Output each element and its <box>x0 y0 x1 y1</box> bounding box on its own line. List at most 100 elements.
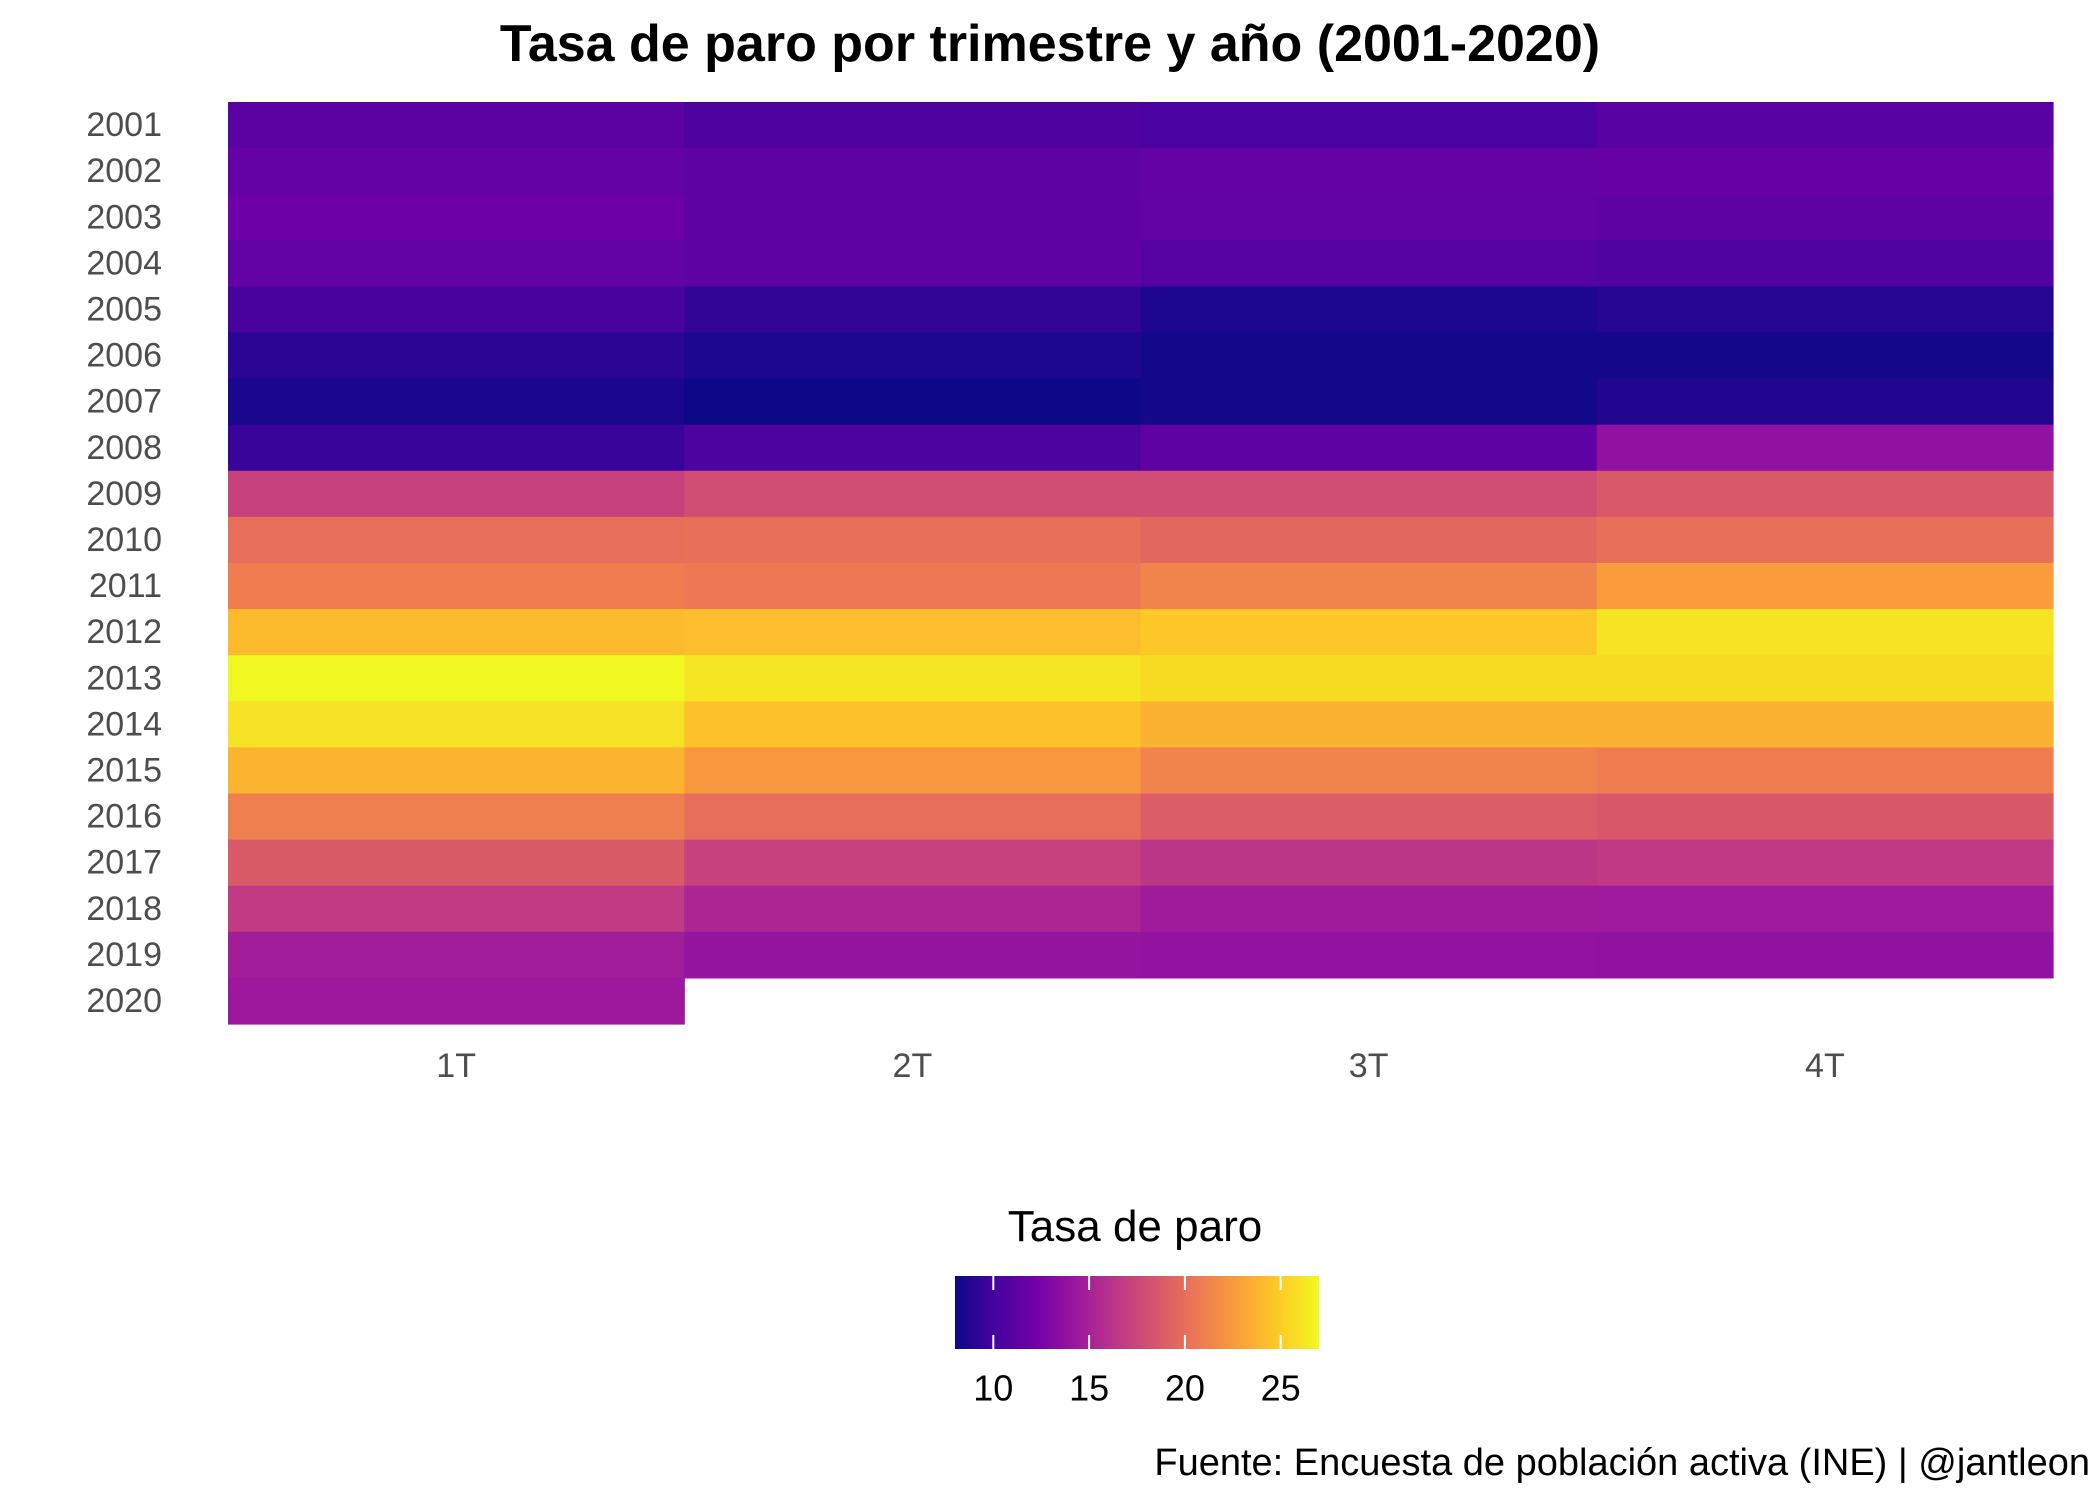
heatmap-cell-2015-3T <box>1140 747 1598 795</box>
x-tick-label: 1T <box>436 1047 476 1085</box>
heatmap-cell-2018-4T <box>1596 885 2054 933</box>
y-tick-label: 2011 <box>89 567 162 605</box>
heatmap-cell-2011-2T <box>684 563 1142 610</box>
heatmap-cell-2002-1T <box>228 148 685 195</box>
heatmap-cell-2001-2T <box>684 102 1142 149</box>
heatmap-cell-2007-3T <box>1140 378 1598 426</box>
y-tick-label: 2009 <box>86 475 162 513</box>
heatmap-cell-2002-4T <box>1596 148 2054 195</box>
heatmap-cell-2005-2T <box>684 286 1142 334</box>
y-tick-label: 2016 <box>86 798 162 836</box>
heatmap-cell-2017-2T <box>684 839 1142 887</box>
heatmap-cell-2005-3T <box>1140 286 1598 334</box>
colorbar-tick-label: 15 <box>1069 1368 1109 1409</box>
heatmap-cell-2004-3T <box>1140 240 1598 287</box>
heatmap-cell-2013-4T <box>1596 655 2054 702</box>
y-tick-label: 2015 <box>86 751 162 789</box>
heatmap-cell-2011-1T <box>228 563 685 610</box>
y-tick-label: 2019 <box>86 936 162 974</box>
heatmap-cell-2007-4T <box>1596 378 2054 426</box>
heatmap-cell-2018-2T <box>684 885 1142 933</box>
heatmap-cell-2016-3T <box>1140 793 1598 841</box>
y-tick-label: 2014 <box>86 705 162 743</box>
x-tick-label: 4T <box>1805 1047 1845 1085</box>
y-tick-label: 2004 <box>86 244 162 282</box>
heatmap-cell-2015-1T <box>228 747 685 795</box>
colorbar-tick-label: 25 <box>1261 1368 1301 1409</box>
y-tick-label: 2010 <box>86 521 162 559</box>
heatmap-cell-2011-4T <box>1596 563 2054 610</box>
heatmap-cell-2009-2T <box>684 470 1142 518</box>
heatmap-cell-2006-3T <box>1140 332 1598 380</box>
y-tick-label: 2008 <box>86 429 162 467</box>
y-tick-label: 2002 <box>86 152 162 190</box>
heatmap-cell-2005-4T <box>1596 286 2054 334</box>
heatmap-cell-2020-1T <box>228 977 685 1025</box>
heatmap-cell-2010-3T <box>1140 516 1598 564</box>
heatmap-cell-2001-3T <box>1140 102 1598 149</box>
heatmap-cell-2008-1T <box>228 424 685 472</box>
heatmap-cell-2019-3T <box>1140 931 1598 979</box>
heatmap-cell-2009-3T <box>1140 470 1598 518</box>
y-tick-label: 2018 <box>86 890 162 928</box>
heatmap-cell-2012-1T <box>228 609 685 656</box>
y-tick-label: 2012 <box>86 613 162 651</box>
heatmap-cell-2012-3T <box>1140 609 1598 656</box>
heatmap-cell-2019-2T <box>684 931 1142 979</box>
heatmap-cell-2018-1T <box>228 885 685 933</box>
heatmap-cell-2010-4T <box>1596 516 2054 564</box>
x-tick-label: 3T <box>1349 1047 1389 1085</box>
heatmap-cell-2016-4T <box>1596 793 2054 841</box>
source-caption: Fuente: Encuesta de población activa (IN… <box>1154 1442 2090 1484</box>
y-tick-label: 2007 <box>86 383 162 421</box>
y-tick-label: 2005 <box>86 290 162 328</box>
heatmap-cell-2003-4T <box>1596 194 2054 241</box>
heatmap-cell-2017-4T <box>1596 839 2054 887</box>
heatmap-cell-2003-3T <box>1140 194 1598 241</box>
heatmap-cell-2008-4T <box>1596 424 2054 472</box>
heatmap-cell-2015-4T <box>1596 747 2054 795</box>
heatmap-cell-2001-1T <box>228 102 685 149</box>
heatmap-cell-2013-2T <box>684 655 1142 702</box>
heatmap-cell-2016-1T <box>228 793 685 841</box>
heatmap-cell-2008-2T <box>684 424 1142 472</box>
heatmap-cell-2014-1T <box>228 701 685 748</box>
heatmap-cell-2014-4T <box>1596 701 2054 748</box>
heatmap-cell-2004-2T <box>684 240 1142 287</box>
heatmap-cell-2019-4T <box>1596 931 2054 979</box>
y-tick-label: 2003 <box>86 198 162 236</box>
heatmap-cell-2009-4T <box>1596 470 2054 518</box>
heatmap-cell-2007-2T <box>684 378 1142 426</box>
colorbar-tick-label: 20 <box>1165 1368 1205 1409</box>
heatmap-cell-2005-1T <box>228 286 685 334</box>
heatmap-cell-2003-2T <box>684 194 1142 241</box>
heatmap-cell-2006-2T <box>684 332 1142 380</box>
y-tick-label: 2013 <box>86 659 162 697</box>
heatmap-cell-2009-1T <box>228 470 685 518</box>
heatmap-cell-2001-4T <box>1596 102 2054 149</box>
colorbar-tick-label: 10 <box>973 1368 1013 1409</box>
y-tick-label: 2017 <box>86 844 162 882</box>
y-tick-label: 2001 <box>86 106 162 144</box>
heatmap-cell-2017-3T <box>1140 839 1598 887</box>
heatmap-cell-2013-3T <box>1140 655 1598 702</box>
heatmap-cell-2012-2T <box>684 609 1142 656</box>
heatmap-cell-2006-1T <box>228 332 685 380</box>
heatmap-cell-2002-2T <box>684 148 1142 195</box>
y-tick-label: 2020 <box>86 982 162 1020</box>
colorbar <box>955 1276 1319 1349</box>
heatmap-cell-2019-1T <box>228 931 685 979</box>
heatmap-cell-2004-4T <box>1596 240 2054 287</box>
heatmap-cell-2017-1T <box>228 839 685 887</box>
heatmap-cell-2011-3T <box>1140 563 1598 610</box>
heatmap-cell-2006-4T <box>1596 332 2054 380</box>
legend-title: Tasa de paro <box>1007 1202 1263 1251</box>
heatmap-cell-2003-1T <box>228 194 685 241</box>
heatmap-cell-2013-1T <box>228 655 685 702</box>
heatmap-cell-2012-4T <box>1596 609 2054 656</box>
heatmap-cell-2016-2T <box>684 793 1142 841</box>
heatmap-cell-2010-2T <box>684 516 1142 564</box>
heatmap-cell-2002-3T <box>1140 148 1598 195</box>
heatmap-cell-2018-3T <box>1140 885 1598 933</box>
